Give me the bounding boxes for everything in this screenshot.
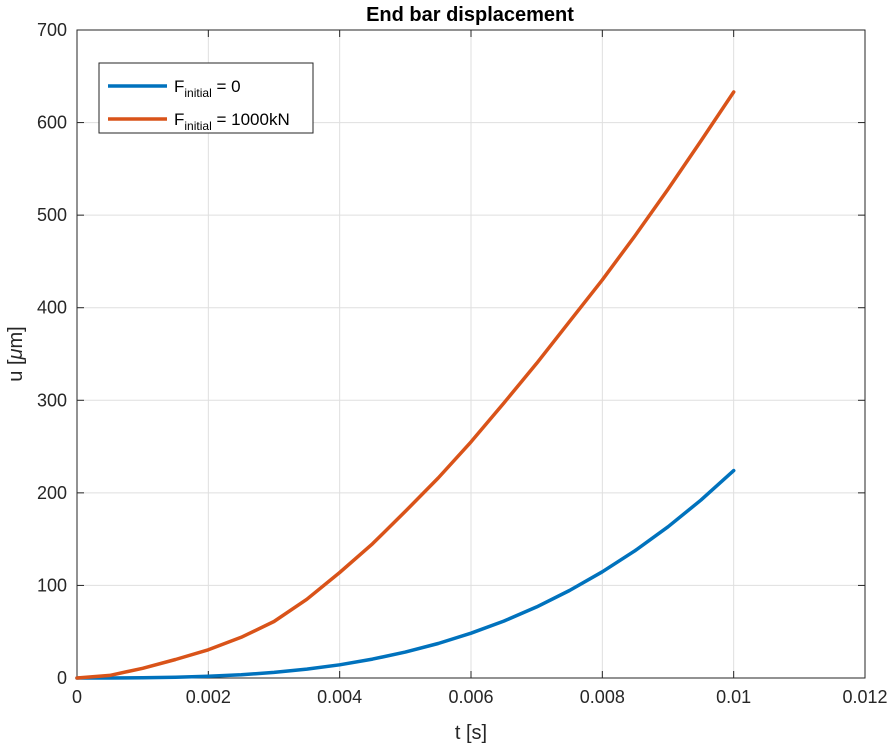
legend-label-main: F xyxy=(174,77,184,96)
y-tick-label: 400 xyxy=(37,298,67,318)
y-tick-label: 200 xyxy=(37,483,67,503)
legend-label-sub: initial xyxy=(184,86,211,100)
legend-label-rest: = 1000kN xyxy=(212,110,290,129)
y-tick-label: 600 xyxy=(37,113,67,133)
chart-title: End bar displacement xyxy=(366,4,574,26)
series-lines xyxy=(75,90,736,680)
y-axis-label-mu: μ xyxy=(5,348,27,360)
y-tick-label: 300 xyxy=(37,390,67,410)
legend-label-sub: initial xyxy=(184,119,211,133)
y-tick-label: 700 xyxy=(37,20,67,40)
x-tick-label: 0.012 xyxy=(842,687,887,707)
y-axis-label-prefix: u [ xyxy=(5,359,27,382)
x-tick-label: 0.01 xyxy=(716,687,751,707)
y-tick-label: 100 xyxy=(37,575,67,595)
y-tick-label: 0 xyxy=(57,668,67,688)
legend-label-1: Finitial = 1000kN xyxy=(174,110,290,133)
x-tick-label: 0.006 xyxy=(448,687,493,707)
y-axis-label: u [μm] xyxy=(5,326,27,381)
x-tick-label: 0.004 xyxy=(317,687,362,707)
x-tick-label: 0.002 xyxy=(186,687,231,707)
legend-label-0: Finitial = 0 xyxy=(174,77,241,100)
y-axis: 0 100 200 300 400 500 600 700 xyxy=(37,20,865,688)
x-tick-label: 0.008 xyxy=(580,687,625,707)
series-line-1 xyxy=(75,90,736,680)
legend-label-rest: = 0 xyxy=(212,77,241,96)
legend-label-main: F xyxy=(174,110,184,129)
legend-box xyxy=(98,62,314,134)
y-axis-label-suffix: m] xyxy=(5,326,27,348)
series-line-0 xyxy=(75,468,736,680)
x-tick-label: 0 xyxy=(72,687,82,707)
x-axis: 0 0.002 0.004 0.006 0.008 0.01 0.012 xyxy=(72,30,888,707)
x-axis-label: t [s] xyxy=(455,722,487,744)
y-tick-label: 500 xyxy=(37,205,67,225)
